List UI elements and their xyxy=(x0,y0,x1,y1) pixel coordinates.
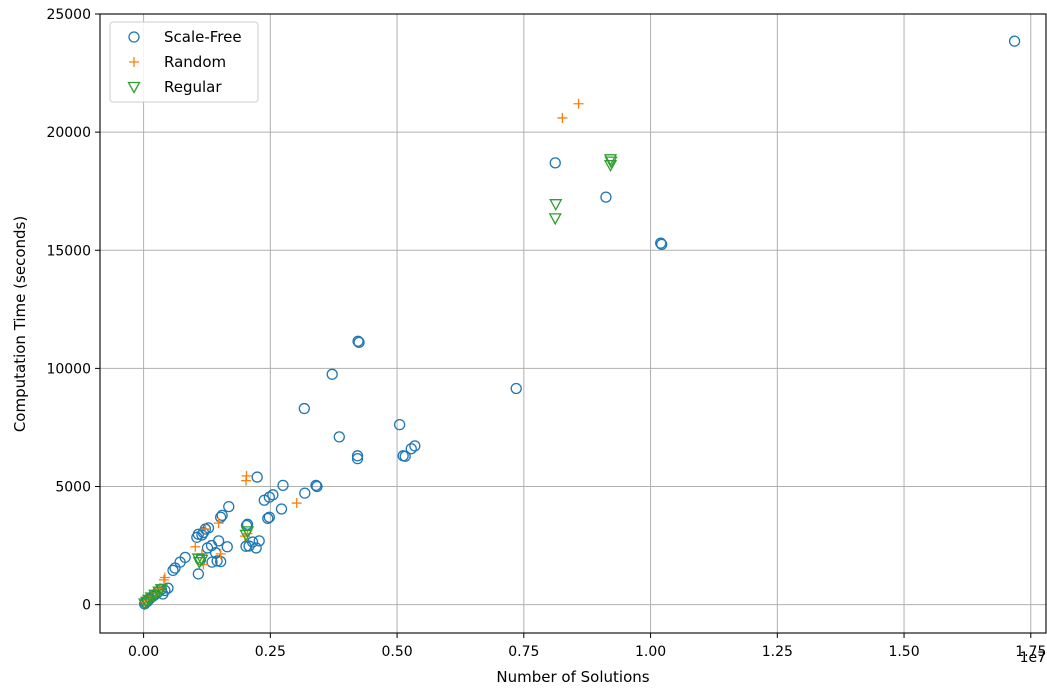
y-tick-label: 25000 xyxy=(46,7,91,23)
scale-free-point xyxy=(253,535,265,547)
y-tick-label: 0 xyxy=(82,598,91,614)
scale-free-point xyxy=(600,191,612,203)
scale-free-point xyxy=(223,500,235,513)
regular-point xyxy=(548,213,562,226)
x-tick-label: 0.25 xyxy=(255,644,286,660)
y-tick-label: 15000 xyxy=(46,243,91,259)
legend-marker-regular xyxy=(127,81,141,94)
scale-free-point xyxy=(250,542,262,554)
regular-point xyxy=(195,554,209,567)
x-tick-label: 1.50 xyxy=(888,644,919,660)
data-points xyxy=(138,35,1021,611)
x-tick-label: 1.00 xyxy=(635,644,666,660)
random-point xyxy=(200,524,211,535)
x-axis-offset-label: 1e7 xyxy=(1020,650,1046,666)
legend-box xyxy=(109,21,259,103)
regular-point xyxy=(239,529,253,542)
legend-label-regular: Regular xyxy=(164,78,222,96)
x-tick-label: 0.00 xyxy=(128,644,159,660)
y-axis-label: Computation Time (seconds) xyxy=(11,216,29,432)
regular-point xyxy=(549,199,563,212)
legend-label-scale-free: Scale-Free xyxy=(164,28,242,46)
legend-label-random: Random xyxy=(164,53,226,71)
scale-free-point xyxy=(216,509,228,521)
random-point xyxy=(158,574,169,585)
scale-free-point xyxy=(191,531,203,543)
scale-free-point xyxy=(192,568,205,580)
scale-free-point xyxy=(311,480,323,493)
scale-free-point xyxy=(405,443,417,455)
regular-point xyxy=(144,592,158,605)
scale-free-point xyxy=(1008,35,1021,47)
scale-free-point xyxy=(215,511,227,523)
scale-free-point xyxy=(333,431,345,443)
x-axis-ticks: 0.00 0.25 0.50 0.75 1.00 1.25 1.50 1.75 xyxy=(128,633,1046,660)
scale-free-point xyxy=(351,450,364,462)
scale-free-point xyxy=(351,452,364,465)
x-tick-label: 0.75 xyxy=(508,644,539,660)
legend-marker-random xyxy=(129,57,139,67)
scale-free-point xyxy=(251,471,263,483)
x-tick-label: 1.25 xyxy=(762,644,793,660)
x-axis-label: Number of Solutions xyxy=(496,668,649,686)
regular-point xyxy=(142,594,156,607)
regular-point xyxy=(603,154,618,167)
scale-free-point xyxy=(655,237,667,249)
regular-point xyxy=(192,556,206,569)
scale-free-point xyxy=(169,562,181,574)
scale-free-point xyxy=(201,542,214,554)
scale-free-point xyxy=(277,479,289,491)
random-point xyxy=(573,98,584,109)
random-point xyxy=(190,541,201,552)
scale-free-point xyxy=(352,335,364,347)
scale-free-point xyxy=(298,402,310,415)
random-point xyxy=(215,548,226,559)
y-tick-label: 20000 xyxy=(46,125,91,141)
scale-free-point xyxy=(353,336,365,349)
scale-free-point xyxy=(510,382,522,395)
regular-point xyxy=(191,553,205,566)
scale-free-point xyxy=(167,564,179,577)
scale-free-point xyxy=(196,529,208,541)
random-point xyxy=(159,572,170,583)
regular-point xyxy=(604,156,618,169)
scale-free-point xyxy=(656,238,668,251)
plot-frame xyxy=(99,13,1047,634)
scale-free-point xyxy=(549,157,561,169)
regular-point xyxy=(140,596,154,609)
random-point xyxy=(557,112,568,123)
scale-free-point xyxy=(399,450,411,462)
y-tick-label: 5000 xyxy=(55,480,91,496)
regular-point xyxy=(138,598,152,611)
random-point xyxy=(213,518,224,529)
scale-free-point xyxy=(393,418,406,431)
legend: Scale-Free Random Regular xyxy=(109,21,259,103)
scale-free-point xyxy=(409,440,421,452)
legend-marker-scale-free xyxy=(128,31,140,43)
series-regular xyxy=(138,154,618,611)
scale-free-point xyxy=(243,540,255,552)
scale-free-point xyxy=(326,368,338,380)
y-axis-ticks: 0 5000 10000 15000 20000 25000 xyxy=(46,7,100,614)
regular-point xyxy=(603,160,618,173)
y-tick-label: 10000 xyxy=(46,361,91,377)
scale-free-point xyxy=(206,556,218,568)
scale-free-point xyxy=(310,479,322,491)
x-tick-label: 0.50 xyxy=(381,644,412,660)
random-point xyxy=(291,498,302,509)
random-point xyxy=(241,475,252,486)
scale-free-point xyxy=(221,541,233,553)
scale-free-point xyxy=(258,494,270,506)
scale-free-point xyxy=(262,512,274,525)
scale-free-point xyxy=(299,487,311,499)
scale-free-point xyxy=(263,511,275,523)
regular-point xyxy=(152,586,166,599)
scale-free-point xyxy=(275,503,288,515)
x-tick-label: 1.75 xyxy=(1015,644,1046,660)
